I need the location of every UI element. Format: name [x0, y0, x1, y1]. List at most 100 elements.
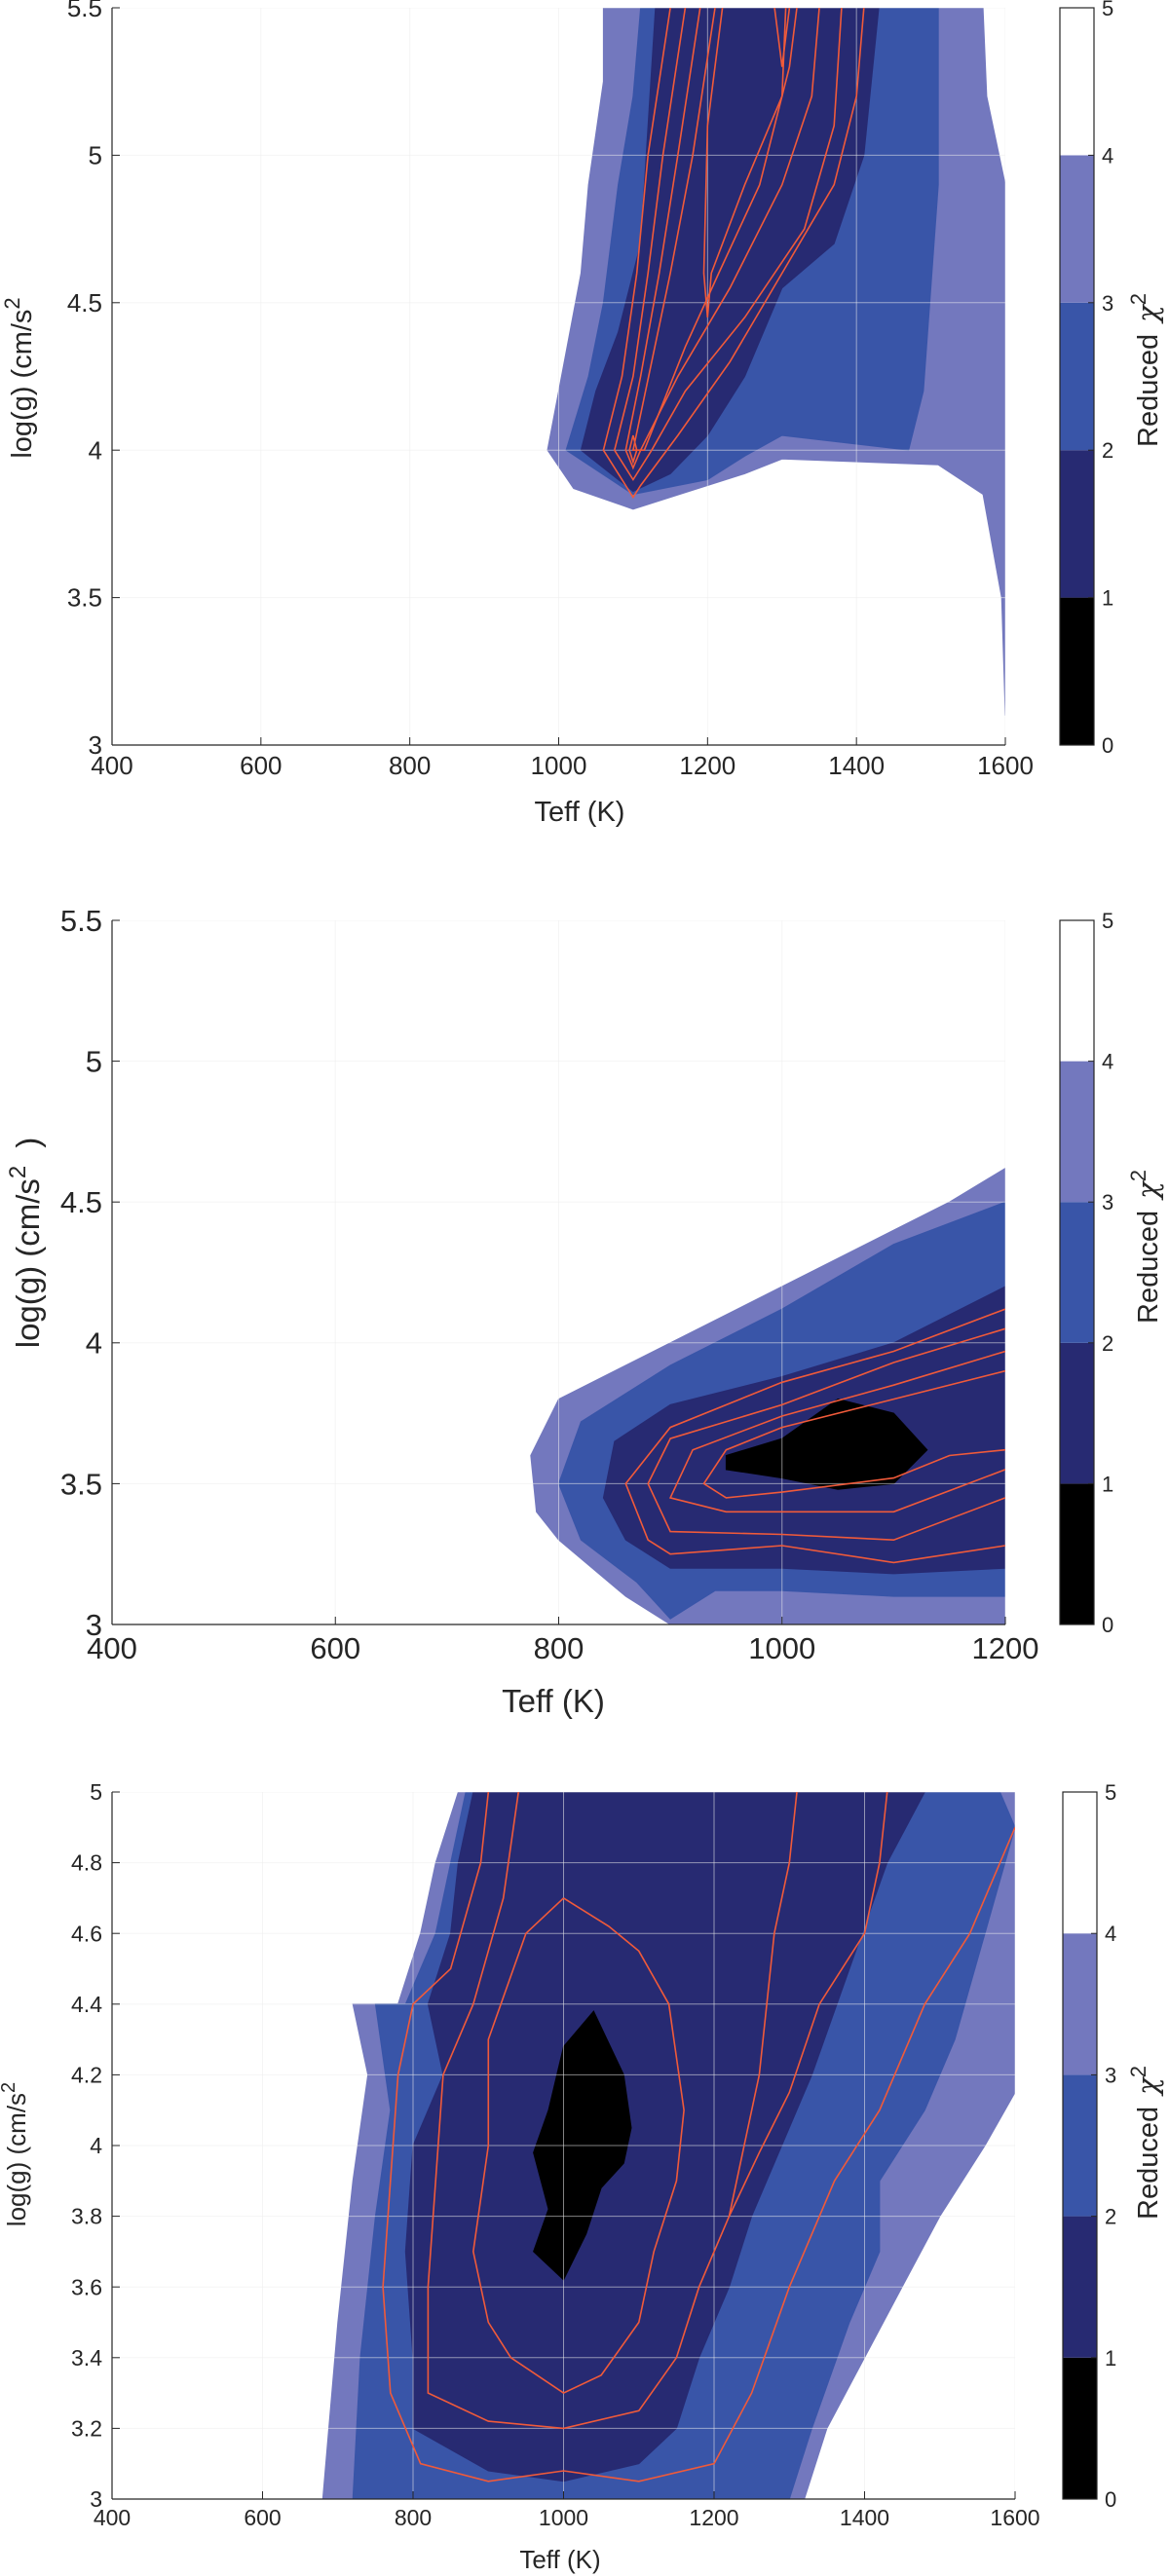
panel-1-colorbar-segment-0-1: [1060, 597, 1094, 745]
panel-3-contour-line-3: [728, 1792, 798, 2217]
chart-panel-3: Teff (K) log(g) (cm/s2 Reducedχ2 400 600 8…: [0, 1779, 1164, 2574]
panel-3-colorbar-segment-3-4: [1063, 1933, 1097, 2075]
panel-3-y-tick-label-4: 4: [90, 2133, 102, 2158]
panel-2-contour-line-1: [647, 1327, 1005, 1542]
panel-3-y-tick-label-3: 3: [90, 2486, 102, 2512]
panel-1-x-tick-label-800: 800: [389, 751, 431, 780]
panel-1-colorbar-tick-label-2: 2: [1102, 438, 1113, 463]
panel-3-region-1-2-2: [404, 1792, 925, 2483]
panel-2-x-tick-label-1200: 1200: [972, 1631, 1039, 1665]
panel-3-contour-line-1: [427, 1792, 888, 2430]
panel-1-contour-line-5: [628, 434, 638, 465]
panel-1-y-tick-label-4: 4: [89, 435, 102, 465]
panel-1-y-tick-label-5-5: 5.5: [67, 0, 102, 22]
panel-2-y-tick-label-4-5: 4.5: [60, 1185, 102, 1219]
panel-2-contour-line-3: [702, 1369, 1005, 1499]
panel-1-colorbar-segment-1-2: [1060, 450, 1094, 598]
panel-1-x-tick-label-600: 600: [240, 751, 282, 780]
panel-3-colorbar-frame: [1062, 1791, 1098, 2500]
panel-3-y-tick-label-4-4: 4.4: [71, 1992, 102, 2017]
panel-1-contour-line-2: [624, 8, 820, 470]
panel-1-colorbar-tick-label-0: 0: [1102, 733, 1113, 758]
panel-1-plot-area: [112, 8, 1005, 745]
panel-1-colorbar-tick-label-3: 3: [1102, 291, 1113, 316]
panel-2-colorbar-segment-1-2: [1060, 1342, 1094, 1484]
panel-2-colorbar-tick-label-0: 0: [1102, 1613, 1113, 1637]
panel-3-colorbar-label: Reducedχ2: [1126, 2066, 1164, 2220]
panel-2-colorbar-tick-label-1: 1: [1102, 1472, 1113, 1496]
panel-1-y-tick-label-3: 3: [89, 730, 102, 760]
panel-1-x-tick-label-400: 400: [91, 751, 132, 780]
panel-3-colorbar-tick-label-4: 4: [1105, 1922, 1116, 1946]
panel-2-x-tick-label-400: 400: [87, 1631, 137, 1665]
panel-2-y-tick-label-5-5: 5.5: [60, 904, 102, 938]
panel-2-colorbar-tick-label-5: 5: [1102, 909, 1113, 933]
panel-3-colorbar-tick-label-3: 3: [1105, 2063, 1116, 2087]
panel-1-colorbar-segment-2-3: [1060, 302, 1094, 451]
panel-3-x-tick-label-1200: 1200: [689, 2505, 738, 2530]
panel-3-y-tick-label-4-6: 4.6: [71, 1921, 102, 1946]
panel-2-y-tick-label-4: 4: [86, 1326, 102, 1361]
panel-1-colorbar-frame: [1059, 7, 1095, 746]
panel-1-x-axis-label: Teff (K): [535, 797, 625, 828]
panel-3-plot-area: [112, 1792, 1015, 2499]
panel-3-colorbar-tick-label-5: 5: [1105, 1780, 1116, 1805]
panel-1-colorbar-segment-3-4: [1060, 155, 1094, 303]
panel-3-colorbar-segment-2-3: [1063, 2074, 1097, 2217]
panel-2-x-axis-label: Teff (K): [502, 1683, 605, 1719]
panel-2-y-tick-label-3-5: 3.5: [60, 1467, 102, 1501]
panel-3-y-axis-label: log(g) (cm/s2: [0, 2082, 31, 2226]
panel-2-y-tick-label-3: 3: [86, 1608, 102, 1642]
panel-2-y-axis-label: log(g) (cm/s2): [5, 1138, 46, 1349]
panel-3-contour-line-0: [382, 1792, 1015, 2483]
panel-3-y-tick-label-3-8: 3.8: [71, 2204, 102, 2229]
panel-2-y-tick-label-5: 5: [86, 1044, 102, 1078]
panel-3-contour-line-2: [471, 1897, 685, 2395]
panel-3-x-tick-label-400: 400: [94, 2505, 131, 2530]
panel-1-contour-line-1: [613, 8, 843, 482]
chart-panel-2: Teff (K) log(g) (cm/s2) Reducedχ2 400 600…: [5, 904, 1164, 1719]
panel-2-x-tick-label-600: 600: [310, 1631, 360, 1665]
panel-3-colorbar-segment-4-5: [1063, 1792, 1097, 1934]
panel-1-colorbar-tick-label-5: 5: [1102, 0, 1113, 20]
panel-2-x-tick-label-1000: 1000: [748, 1631, 815, 1665]
panel-2-plot-area: [112, 920, 1005, 1624]
panel-3-colorbar-tick-label-2: 2: [1105, 2205, 1116, 2229]
panel-1-x-tick-label-1400: 1400: [828, 751, 885, 780]
panel-3-y-tick-label-4-2: 4.2: [71, 2062, 102, 2087]
panel-2-x-tick-label-800: 800: [534, 1631, 584, 1665]
panel-3-colorbar-tick-label-0: 0: [1105, 2487, 1116, 2512]
panel-3-x-tick-label-1000: 1000: [539, 2505, 588, 2530]
panel-1-colorbar-label: Reducedχ2: [1126, 293, 1164, 447]
panel-2-colorbar-tick-label-3: 3: [1102, 1190, 1113, 1214]
panel-1-y-tick-label-4-5: 4.5: [67, 288, 102, 317]
panel-1-colorbar-tick-label-1: 1: [1102, 586, 1113, 611]
panel-2-colorbar-segment-2-3: [1060, 1202, 1094, 1343]
panel-3-y-tick-label-3-4: 3.4: [71, 2345, 102, 2371]
panel-1-colorbar-segment-4-5: [1060, 8, 1094, 156]
panel-3-x-tick-label-1400: 1400: [840, 2505, 889, 2530]
panel-2-colorbar-frame: [1059, 919, 1095, 1625]
panel-1-colorbar-tick-label-4: 4: [1102, 143, 1113, 168]
panel-1-y-tick-label-5: 5: [89, 141, 102, 170]
panel-2-colorbar-segment-3-4: [1060, 1061, 1094, 1203]
panel-2-colorbar-segment-0-1: [1060, 1483, 1094, 1624]
panel-2-region-0-1-3: [725, 1399, 928, 1490]
panel-2-contour-line-2: [668, 1350, 1005, 1513]
panel-3-colorbar-segment-1-2: [1063, 2216, 1097, 2358]
panel-3-y-tick-label-5: 5: [90, 1779, 102, 1805]
panel-3-y-tick-label-3-6: 3.6: [71, 2274, 102, 2299]
panel-3-x-axis-label: Teff (K): [519, 2545, 600, 2574]
panel-1-x-tick-label-1200: 1200: [679, 751, 735, 780]
panel-1-contour-line-0: [602, 8, 865, 500]
panel-1-y-axis-label: log(g) (cm/s2: [0, 297, 38, 458]
panel-3-x-tick-label-600: 600: [244, 2505, 281, 2530]
panel-3-y-tick-label-4-8: 4.8: [71, 1850, 102, 1876]
panel-2-colorbar-tick-label-2: 2: [1102, 1331, 1113, 1356]
panel-3-x-tick-label-1600: 1600: [990, 2505, 1039, 2530]
panel-3-y-tick-label-3-2: 3.2: [71, 2415, 102, 2441]
panel-3-colorbar-segment-0-1: [1063, 2357, 1097, 2499]
panel-3-colorbar-tick-label-1: 1: [1105, 2346, 1116, 2371]
panel-1-y-tick-label-3-5: 3.5: [67, 583, 102, 613]
